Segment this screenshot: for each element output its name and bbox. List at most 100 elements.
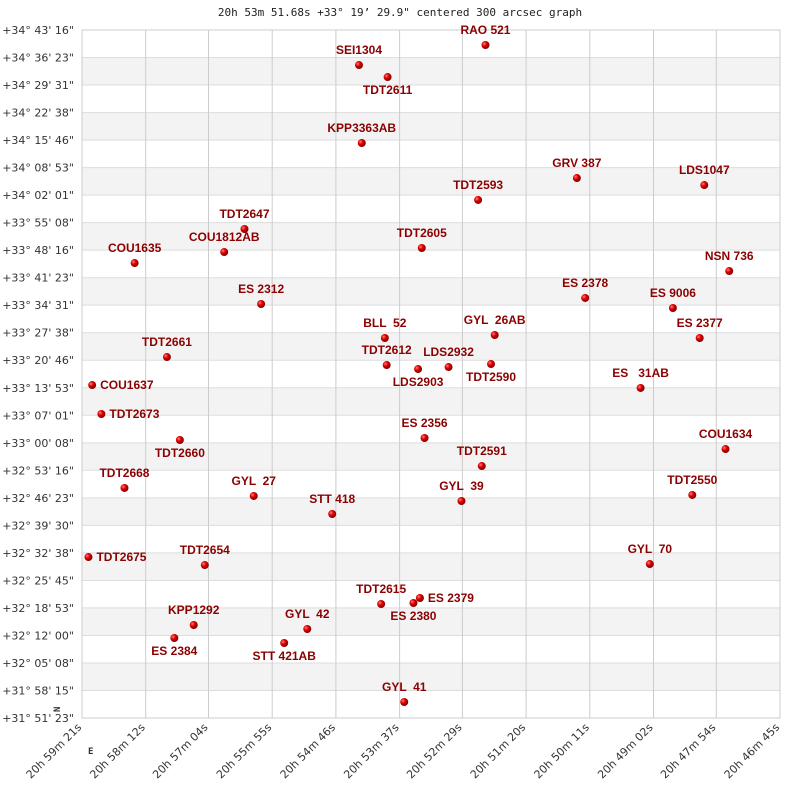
star-label: GYL 39 bbox=[439, 479, 484, 493]
star-marker bbox=[257, 299, 266, 308]
star-label: ES 2356 bbox=[402, 416, 448, 430]
star-marker bbox=[417, 244, 426, 253]
star-label: LDS2932 bbox=[423, 345, 474, 359]
star-marker bbox=[474, 195, 483, 204]
star-marker bbox=[721, 445, 730, 454]
star-label: LDS2903 bbox=[393, 375, 444, 389]
x-tick-label: 20h 46m 45s bbox=[722, 721, 783, 782]
grid-band bbox=[82, 552, 780, 581]
star-marker bbox=[636, 383, 645, 392]
y-tick-label: +32° 25' 45" bbox=[2, 574, 74, 587]
star-marker bbox=[170, 634, 179, 643]
star-label: STT 418 bbox=[309, 492, 355, 506]
star-marker bbox=[328, 509, 337, 518]
star-label: ES 2378 bbox=[562, 276, 608, 290]
star-marker bbox=[357, 139, 366, 148]
y-tick-label: +32° 18' 53" bbox=[2, 602, 74, 615]
star-marker bbox=[420, 434, 429, 443]
star-label: TDT2660 bbox=[155, 446, 205, 460]
y-tick-label: +32° 46' 23" bbox=[2, 492, 74, 505]
x-tick-label: 20h 54m 46s bbox=[278, 721, 339, 782]
x-tick-label: 20h 47m 54s bbox=[658, 721, 719, 782]
star-marker bbox=[303, 625, 312, 634]
star-label: TDT2590 bbox=[466, 370, 516, 384]
star-marker bbox=[487, 360, 496, 369]
star-label: SEI1304 bbox=[336, 43, 382, 57]
star-label: GYL 27 bbox=[231, 474, 276, 488]
star-marker bbox=[572, 174, 581, 183]
plot-area bbox=[82, 30, 780, 718]
y-tick-label: +33° 27' 38" bbox=[2, 327, 74, 340]
star-label: TDT2675 bbox=[96, 550, 146, 564]
star-marker bbox=[581, 293, 590, 302]
star-marker bbox=[200, 561, 209, 570]
star-marker bbox=[130, 259, 139, 268]
y-tick-label: +32° 05' 08" bbox=[2, 657, 74, 670]
y-tick-label: +32° 39' 30" bbox=[2, 519, 74, 532]
star-marker bbox=[97, 409, 106, 418]
star-marker bbox=[400, 697, 409, 706]
star-marker bbox=[354, 61, 363, 70]
star-label: COU1812AB bbox=[189, 230, 260, 244]
y-tick-label: +34° 43' 16" bbox=[2, 24, 74, 37]
star-label: ES 2380 bbox=[390, 609, 436, 623]
y-tick-label: +32° 32' 38" bbox=[2, 547, 74, 560]
star-label: COU1637 bbox=[100, 378, 154, 392]
x-tick-label: 20h 51m 20s bbox=[468, 721, 529, 782]
star-marker bbox=[175, 436, 184, 445]
grid-band bbox=[82, 222, 780, 251]
star-marker bbox=[688, 490, 697, 499]
y-tick-label: +33° 55' 08" bbox=[2, 217, 74, 230]
star-label: TDT2612 bbox=[362, 343, 412, 357]
star-label: KPP3363AB bbox=[327, 121, 396, 135]
compass-north: N bbox=[53, 707, 63, 712]
y-tick-label: +32° 12' 00" bbox=[2, 629, 74, 642]
y-tick-label: +34° 36' 23" bbox=[2, 52, 74, 65]
star-marker bbox=[481, 41, 490, 50]
star-marker bbox=[383, 73, 392, 82]
star-marker bbox=[414, 365, 423, 374]
star-label: ES 2384 bbox=[151, 644, 197, 658]
star-label: TDT2611 bbox=[363, 83, 413, 97]
plot-border bbox=[81, 29, 781, 719]
star-marker bbox=[189, 621, 198, 630]
y-tick-label: +33° 20' 46" bbox=[2, 354, 74, 367]
star-label: RAO 521 bbox=[460, 23, 510, 37]
y-tick-label: +33° 13' 53" bbox=[2, 382, 74, 395]
star-marker bbox=[477, 462, 486, 471]
y-tick-label: +31° 58' 15" bbox=[2, 685, 74, 698]
y-tick-label: +34° 02' 01" bbox=[2, 189, 74, 202]
star-marker bbox=[409, 598, 418, 607]
compass-east: E bbox=[88, 747, 93, 757]
grid-band bbox=[82, 277, 780, 306]
star-label: LDS1047 bbox=[679, 163, 730, 177]
star-label: ES 31AB bbox=[612, 366, 669, 380]
y-tick-label: +34° 08' 53" bbox=[2, 162, 74, 175]
star-label: GYL 42 bbox=[285, 607, 330, 621]
grid-band bbox=[82, 497, 780, 526]
y-tick-label: +33° 48' 16" bbox=[2, 244, 74, 257]
chart-title: 20h 53m 51.68s +33° 19’ 29.9" centered 3… bbox=[217, 6, 583, 19]
y-tick-label: +32° 53' 16" bbox=[2, 464, 74, 477]
star-label: ES 2379 bbox=[428, 591, 474, 605]
star-label: TDT2654 bbox=[180, 543, 230, 557]
star-marker bbox=[249, 491, 258, 500]
grid-band bbox=[82, 387, 780, 416]
grid-band bbox=[82, 442, 780, 471]
star-label: ES 9006 bbox=[650, 286, 696, 300]
star-marker bbox=[377, 599, 386, 608]
star-marker bbox=[120, 483, 129, 492]
star-label: TDT2668 bbox=[99, 466, 149, 480]
x-tick-label: 20h 59m 21s bbox=[24, 721, 85, 782]
star-marker bbox=[220, 248, 229, 257]
star-label: BLL 52 bbox=[363, 316, 406, 330]
y-tick-label: +34° 22' 38" bbox=[2, 107, 74, 120]
grid-band bbox=[82, 662, 780, 691]
star-marker bbox=[380, 334, 389, 343]
x-tick-label: 20h 52m 29s bbox=[404, 721, 465, 782]
star-marker bbox=[457, 496, 466, 505]
star-marker bbox=[382, 361, 391, 370]
star-label: TDT2550 bbox=[667, 473, 717, 487]
y-tick-label: +34° 15' 46" bbox=[2, 134, 74, 147]
